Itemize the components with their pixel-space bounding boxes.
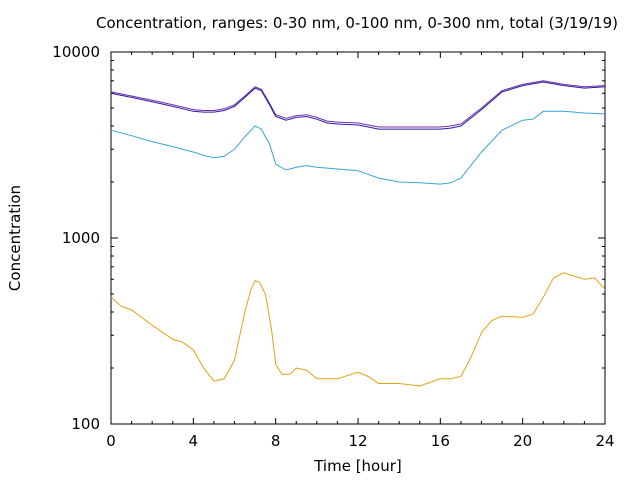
x-tick-label: 24 (595, 432, 614, 450)
y-tick-label: 1000 (62, 229, 100, 247)
x-tick-label: 16 (431, 432, 450, 450)
x-tick-label: 12 (348, 432, 367, 450)
series-line-range-0-100 (110, 110, 606, 185)
x-tick-label: 0 (106, 432, 116, 450)
x-axis-label: Time [hour] (313, 457, 402, 475)
y-tick-label: 10000 (52, 43, 100, 61)
x-tick-labels: 0 4 8 12 16 20 24 (106, 432, 614, 450)
axis-ticks (110, 51, 606, 425)
y-tick-label: 100 (71, 415, 100, 433)
y-axis-label: Concentration (6, 185, 24, 291)
chart-title: Concentration, ranges: 0-30 nm, 0-100 nm… (96, 14, 618, 32)
series-lines (110, 80, 606, 387)
x-tick-label: 4 (189, 432, 199, 450)
x-tick-label: 20 (513, 432, 532, 450)
y-tick-labels: 100 1000 10000 (52, 43, 100, 433)
series-line-total (110, 80, 606, 128)
series-line-range-0-30 (110, 272, 606, 387)
x-tick-label: 8 (271, 432, 281, 450)
series-line-range-0-300 (110, 81, 606, 130)
